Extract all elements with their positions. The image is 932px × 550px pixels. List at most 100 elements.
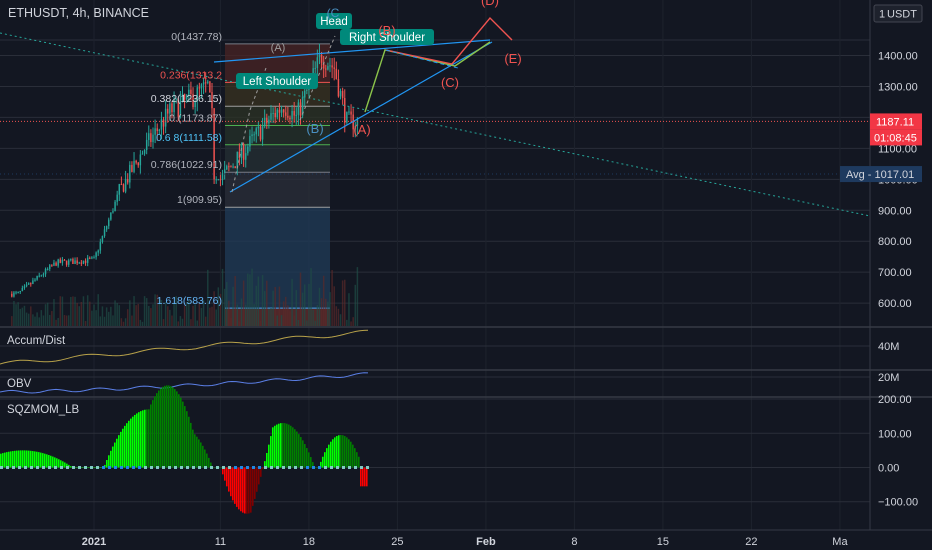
volume-bar: [213, 291, 215, 326]
candle-body: [200, 84, 203, 89]
sqz-bar: [2, 453, 4, 468]
sqz-bar: [70, 466, 72, 468]
candle-body: [312, 68, 314, 78]
volume-bar: [137, 303, 139, 326]
sqz-bar: [226, 467, 228, 487]
sqz-bar: [172, 387, 174, 468]
candle-body: [118, 184, 121, 195]
sqz-bar: [340, 434, 342, 468]
candle-body: [74, 260, 76, 265]
volume-bar: [154, 294, 156, 326]
sqz-bar: [6, 452, 8, 468]
last-price-label: 1187.11: [876, 116, 914, 128]
time-tick: 25: [391, 536, 403, 548]
sqz-bar: [156, 393, 158, 468]
candle-body: [192, 93, 194, 108]
candle-body: [42, 274, 45, 276]
sqz-bar: [16, 450, 18, 468]
sqz-bar: [14, 450, 16, 468]
candle-body: [105, 226, 108, 230]
candle-body: [251, 134, 253, 137]
volume-bar: [95, 310, 97, 326]
candle-body: [70, 259, 72, 261]
sqz-bar: [316, 467, 318, 468]
time-tick: 2021: [82, 536, 106, 548]
sqz-bar: [30, 450, 32, 468]
sqz-bar: [354, 448, 356, 468]
candle-body: [322, 62, 325, 69]
price-tick: 600.00: [878, 298, 912, 310]
candle-body: [143, 150, 146, 154]
time-tick: 8: [571, 536, 577, 548]
fib-level-label: 0(1437.78): [171, 31, 222, 43]
volume-bar: [333, 286, 335, 326]
wave-a-left-label: (A): [271, 42, 286, 54]
candle-body: [190, 89, 192, 94]
candle-body: [27, 283, 30, 285]
candle-body: [247, 146, 249, 154]
sqz-bar: [268, 444, 270, 468]
sqz-dot: [264, 466, 267, 469]
volume-bar: [57, 317, 59, 326]
volume-bar: [207, 269, 209, 326]
sqz-bar: [230, 467, 232, 497]
sqz-dot: [132, 466, 135, 469]
sqz-dot: [66, 466, 69, 469]
volume-bar: [259, 320, 262, 326]
candle-body: [253, 134, 255, 136]
volume-bar: [230, 317, 232, 326]
currency-badge[interactable]: 1 USDT: [873, 4, 923, 23]
candle-body: [344, 97, 346, 123]
volume-bar: [99, 316, 102, 326]
sqz-bar: [310, 457, 312, 468]
sqz-dot: [282, 466, 285, 469]
volume-bar: [59, 296, 62, 326]
sqz-bar: [140, 411, 142, 468]
sqz-dot: [78, 466, 81, 469]
candle-body: [89, 257, 91, 259]
candle-body: [299, 102, 302, 116]
volume-bar: [110, 306, 112, 326]
candle-body: [257, 126, 260, 129]
time-axis[interactable]: 2021 11 18 25 Feb 8 15 22 Ma: [0, 529, 932, 548]
candle-body: [139, 154, 142, 166]
sqz-bar: [148, 409, 150, 468]
candle-body: [236, 151, 239, 169]
sqz-bar: [32, 451, 34, 468]
candle-body: [86, 257, 89, 263]
volume-bar: [160, 299, 163, 326]
projected-path-blue: [385, 49, 459, 69]
time-tick: Ma: [832, 536, 848, 548]
volume-bar: [352, 317, 354, 326]
sqz-dot: [348, 466, 351, 469]
candle-body: [301, 97, 304, 116]
volume-bar: [25, 312, 28, 326]
volume-bar: [356, 267, 359, 326]
candles[interactable]: [11, 43, 359, 298]
candle-body: [228, 166, 230, 168]
sqz-dot: [114, 466, 117, 469]
price-axis[interactable]: 1400.001300.001100.001000.00900.00800.00…: [0, 51, 922, 509]
volume-bar: [306, 320, 308, 326]
candle-body: [156, 128, 158, 132]
volume-bar: [303, 284, 306, 326]
candle-body: [162, 119, 165, 127]
candle-body: [280, 109, 283, 113]
candle-body: [175, 99, 177, 101]
volume-bar: [183, 305, 186, 326]
sqz-bar: [134, 414, 136, 468]
sqz-bar: [300, 437, 302, 468]
sqz-dot: [48, 466, 51, 469]
volume-bar: [86, 295, 89, 326]
sqz-bar: [324, 452, 326, 468]
candle-body: [55, 262, 57, 266]
volume-bar: [23, 305, 26, 326]
drawings[interactable]: Head Left Shoulder Right Shoulder (A) (B) (B)…: [0, 0, 871, 217]
sqz-bar: [308, 452, 310, 468]
sqzmom-panel: SQZMOM_LB: [0, 385, 369, 514]
countdown-badge: [870, 129, 922, 146]
sqz-dot: [318, 466, 321, 469]
sqz-bar: [306, 448, 308, 468]
sqz-dot: [246, 466, 249, 469]
